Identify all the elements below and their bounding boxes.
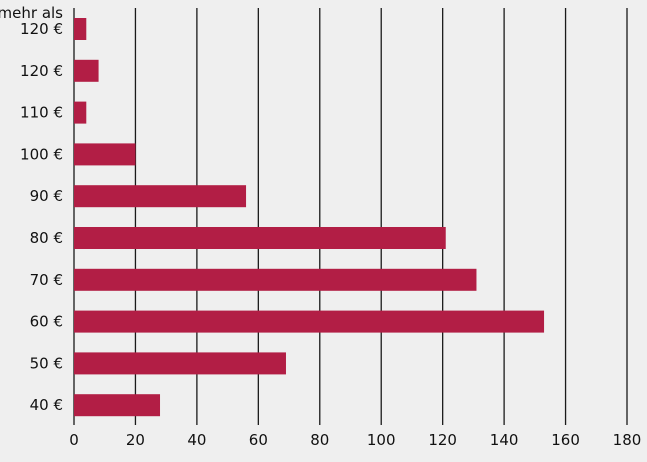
category-label: 110 € [20, 104, 63, 122]
vertical-gridlines [73, 8, 628, 425]
category-label: 90 € [30, 187, 63, 205]
x-tick-label: 0 [69, 431, 79, 449]
category-label: mehr als [0, 4, 63, 22]
category-label: 100 € [20, 145, 63, 163]
category-label: 40 € [30, 396, 63, 414]
category-label: 120 € [20, 62, 63, 80]
x-tick-label: 120 [428, 431, 457, 449]
bar [74, 394, 161, 417]
category-label: 60 € [30, 313, 63, 331]
bar [74, 352, 286, 375]
bar [74, 143, 136, 166]
x-tick-label: 100 [367, 431, 396, 449]
x-tick-label: 60 [249, 431, 268, 449]
bar [74, 310, 545, 333]
bar [74, 268, 477, 291]
bars [74, 18, 545, 417]
category-label: 80 € [30, 229, 63, 247]
x-tick-label: 80 [310, 431, 329, 449]
category-label: 120 € [20, 20, 63, 38]
category-label: 50 € [30, 354, 63, 372]
x-tick-label: 20 [126, 431, 145, 449]
x-tick-label: 180 [613, 431, 642, 449]
x-tick-label: 140 [490, 431, 519, 449]
bar [74, 18, 87, 40]
bar [74, 59, 99, 82]
x-tick-label: 160 [551, 431, 580, 449]
x-axis-tick-labels: 0 20 40 60 80 100 120 140 160 180 [69, 431, 641, 449]
bar [74, 185, 247, 208]
x-tick-label: 40 [187, 431, 206, 449]
bar [74, 101, 87, 124]
bar [74, 227, 446, 249]
category-label: 70 € [30, 271, 63, 289]
